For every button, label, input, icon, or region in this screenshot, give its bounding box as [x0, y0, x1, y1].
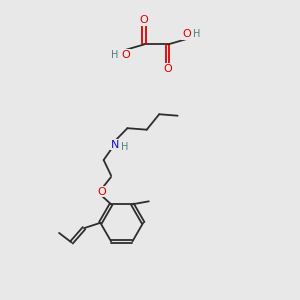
Text: N: N	[111, 140, 119, 149]
Text: O: O	[98, 187, 106, 197]
Text: O: O	[140, 15, 148, 25]
Text: H: H	[121, 142, 128, 152]
Text: O: O	[121, 50, 130, 60]
Text: H: H	[193, 29, 201, 39]
Text: O: O	[182, 29, 190, 39]
Text: H: H	[111, 50, 118, 60]
Text: O: O	[164, 64, 172, 74]
